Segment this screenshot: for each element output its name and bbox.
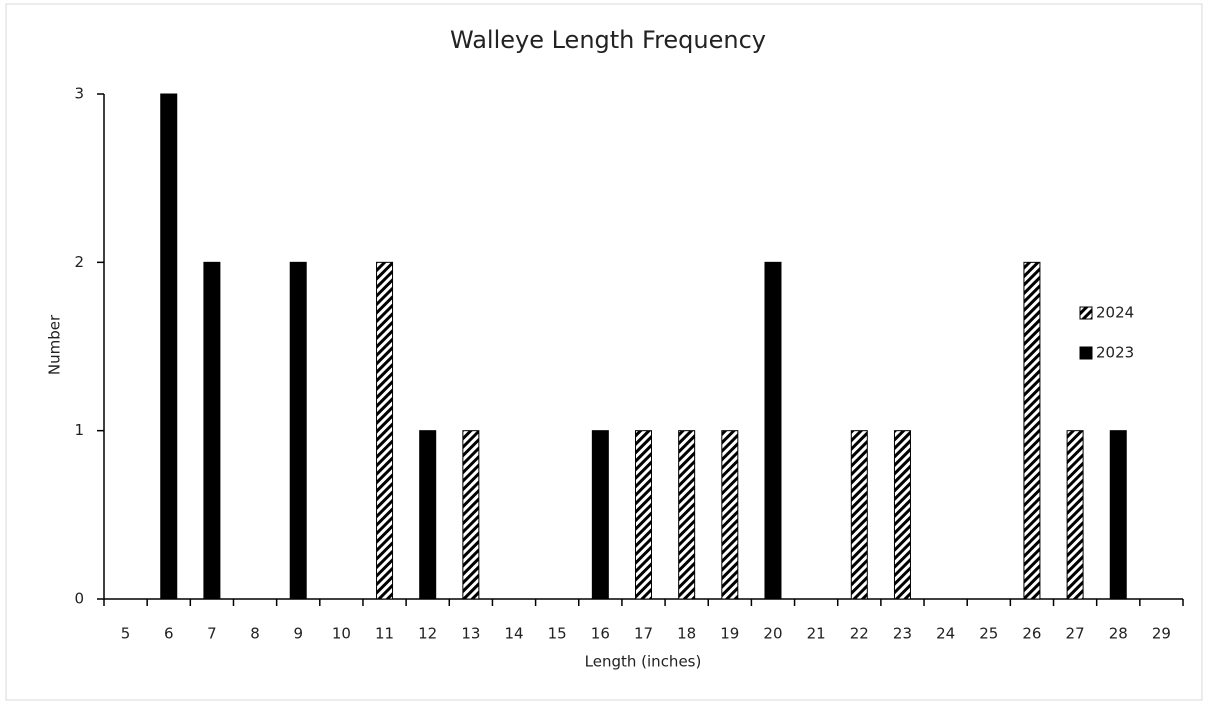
bar	[376, 261, 394, 600]
x-tick-label: 20	[763, 625, 782, 643]
x-tick-label: 6	[164, 625, 174, 643]
legend-label: 2023	[1096, 344, 1134, 362]
x-tick-label: 15	[548, 625, 567, 643]
bar	[850, 430, 868, 600]
x-axis-label: Length (inches)	[585, 653, 702, 671]
x-tick-label: 29	[1152, 625, 1171, 643]
x-tick-label: 23	[893, 625, 912, 643]
x-tick-label: 24	[936, 625, 955, 643]
x-tick-label: 21	[807, 625, 826, 643]
x-tick-label: 22	[850, 625, 869, 643]
x-tick-label: 10	[332, 625, 351, 643]
bar	[419, 430, 437, 600]
x-tick-label: 8	[250, 625, 260, 643]
x-tick-label: 28	[1109, 625, 1128, 643]
bar	[160, 93, 178, 600]
bar	[764, 261, 782, 600]
x-tick-label: 27	[1066, 625, 1085, 643]
bar	[678, 430, 696, 600]
x-tick-label: 11	[375, 625, 394, 643]
chart-title: Walleye Length Frequency	[450, 26, 766, 54]
y-tick-label: 1	[74, 421, 84, 439]
bar	[591, 430, 609, 600]
bar	[1109, 430, 1127, 600]
x-tick-label: 19	[720, 625, 739, 643]
x-tick-label: 17	[634, 625, 653, 643]
x-tick-label: 12	[418, 625, 437, 643]
x-tick-label: 13	[461, 625, 480, 643]
bar	[635, 430, 652, 600]
bar	[1066, 430, 1084, 600]
legend-swatch	[1079, 346, 1093, 360]
x-tick-label: 7	[207, 625, 217, 643]
x-tick-label: 16	[591, 625, 610, 643]
x-tick-label: 26	[1022, 625, 1041, 643]
bar	[893, 430, 911, 600]
x-tick-label: 18	[677, 625, 696, 643]
bar	[1023, 261, 1041, 600]
bar	[203, 261, 221, 600]
y-tick-label: 3	[74, 85, 84, 103]
y-tick-label: 0	[74, 590, 84, 608]
bar	[721, 430, 739, 600]
x-tick-label: 5	[121, 625, 131, 643]
y-axis-label: Number	[46, 314, 64, 375]
legend-label: 2024	[1096, 304, 1134, 322]
bar	[289, 261, 307, 600]
x-tick-label: 9	[293, 625, 303, 643]
bar	[462, 430, 480, 600]
x-tick-label: 14	[504, 625, 523, 643]
legend-swatch	[1079, 306, 1093, 320]
x-tick-label: 25	[979, 625, 998, 643]
y-tick-label: 2	[74, 253, 84, 271]
